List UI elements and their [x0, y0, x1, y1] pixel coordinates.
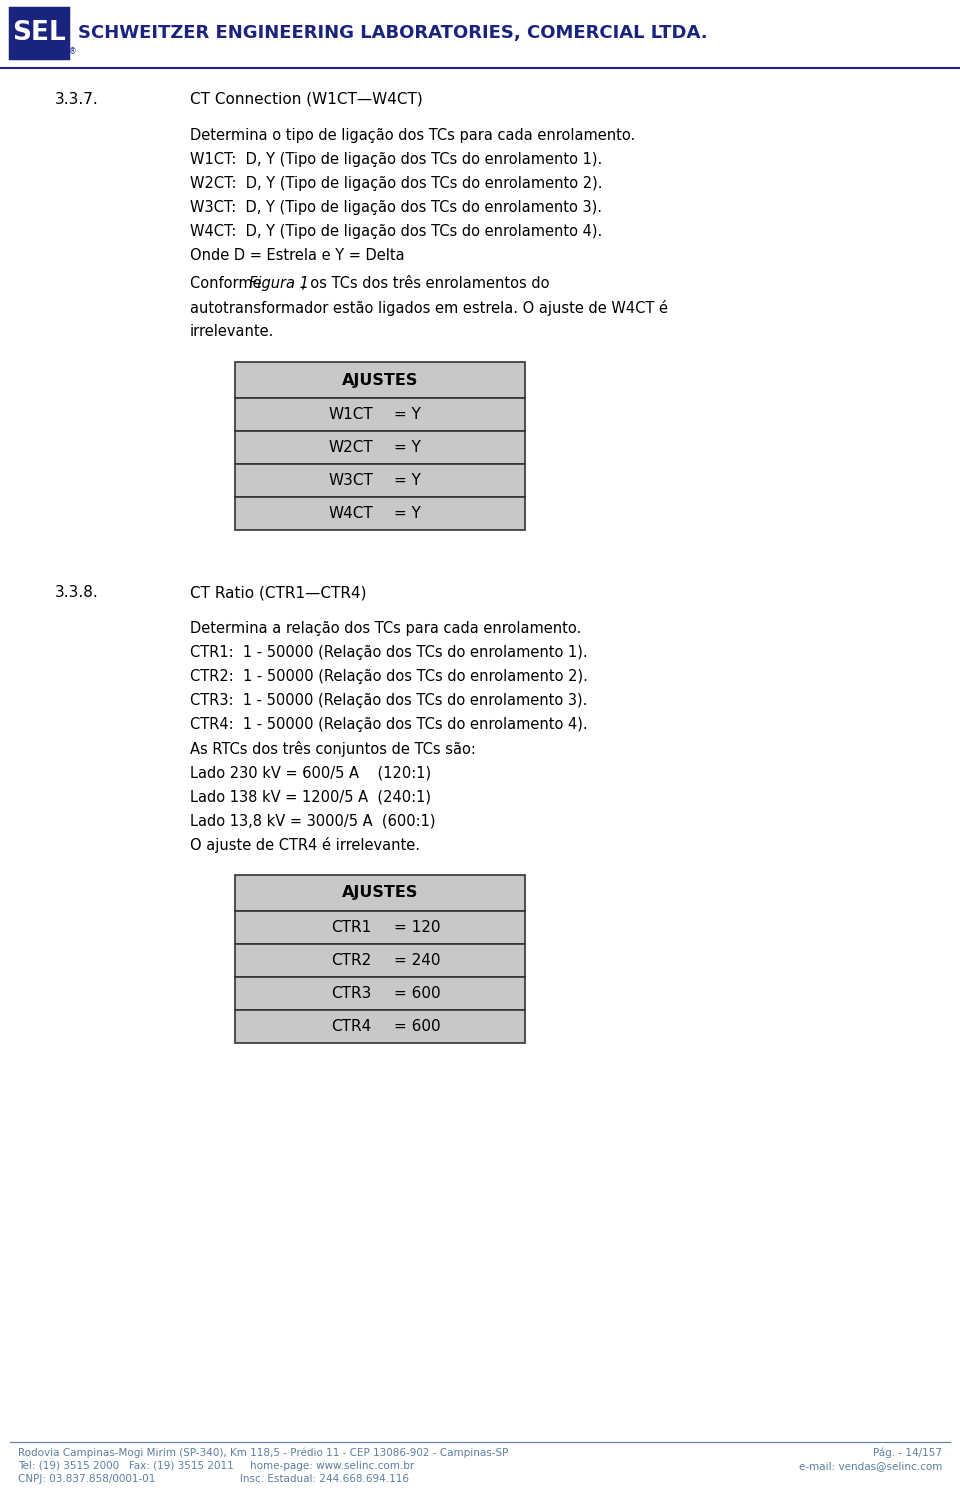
FancyBboxPatch shape — [235, 978, 525, 1011]
FancyBboxPatch shape — [235, 1011, 525, 1044]
Text: 3.3.7.: 3.3.7. — [55, 93, 99, 108]
Text: CTR3: CTR3 — [331, 987, 372, 1002]
Text: Rodovia Campinas-Mogi Mirim (SP-340), Km 118,5 - Prédio 11 - CEP 13086-902 - Cam: Rodovia Campinas-Mogi Mirim (SP-340), Km… — [18, 1449, 509, 1459]
Text: Figura 1: Figura 1 — [249, 277, 309, 292]
Text: Tel: (19) 3515 2000   Fax: (19) 3515 2011     home-page: www.selinc.com.br: Tel: (19) 3515 2000 Fax: (19) 3515 2011 … — [18, 1461, 415, 1471]
Text: AJUSTES: AJUSTES — [342, 372, 419, 387]
Text: , os TCs dos três enrolamentos do: , os TCs dos três enrolamentos do — [301, 277, 550, 292]
FancyBboxPatch shape — [235, 496, 525, 531]
Text: irrelevante.: irrelevante. — [190, 324, 275, 339]
Text: Determina a relação dos TCs para cada enrolamento.: Determina a relação dos TCs para cada en… — [190, 620, 581, 635]
Text: CTR4: CTR4 — [331, 1020, 372, 1035]
FancyBboxPatch shape — [235, 431, 525, 463]
Text: autotransformador estão ligados em estrela. O ajuste de W4CT é: autotransformador estão ligados em estre… — [190, 300, 668, 315]
Text: CTR1:  1 - 50000 (Relação dos TCs do enrolamento 1).: CTR1: 1 - 50000 (Relação dos TCs do enro… — [190, 644, 588, 659]
Text: Pág. - 14/157: Pág. - 14/157 — [873, 1449, 942, 1459]
Text: AJUSTES: AJUSTES — [342, 885, 419, 900]
Text: Conforme: Conforme — [190, 277, 266, 292]
Text: Lado 230 kV = 600/5 A    (120:1): Lado 230 kV = 600/5 A (120:1) — [190, 765, 431, 780]
Text: CTR3:  1 - 50000 (Relação dos TCs do enrolamento 3).: CTR3: 1 - 50000 (Relação dos TCs do enro… — [190, 694, 588, 709]
Text: CTR2: CTR2 — [331, 952, 372, 967]
FancyBboxPatch shape — [235, 943, 525, 978]
Text: CTR1: CTR1 — [331, 919, 372, 934]
Text: = 600: = 600 — [395, 1020, 442, 1035]
Text: W4CT:  D, Y (Tipo de ligação dos TCs do enrolamento 4).: W4CT: D, Y (Tipo de ligação dos TCs do e… — [190, 224, 602, 239]
Text: = Y: = Y — [395, 440, 421, 454]
Text: W2CT:  D, Y (Tipo de ligação dos TCs do enrolamento 2).: W2CT: D, Y (Tipo de ligação dos TCs do e… — [190, 176, 603, 191]
Text: Determina o tipo de ligação dos TCs para cada enrolamento.: Determina o tipo de ligação dos TCs para… — [190, 129, 636, 144]
FancyBboxPatch shape — [235, 362, 525, 398]
Text: = 240: = 240 — [395, 952, 441, 967]
Text: W2CT: W2CT — [328, 440, 373, 454]
FancyBboxPatch shape — [235, 875, 525, 910]
Text: CT Connection (W1CT—W4CT): CT Connection (W1CT—W4CT) — [190, 93, 422, 108]
Text: W4CT: W4CT — [328, 505, 373, 520]
Text: W1CT: W1CT — [328, 407, 373, 422]
Text: Onde D = Estrela e Y = Delta: Onde D = Estrela e Y = Delta — [190, 248, 404, 263]
Text: = 600: = 600 — [395, 987, 442, 1002]
Text: W1CT:  D, Y (Tipo de ligação dos TCs do enrolamento 1).: W1CT: D, Y (Tipo de ligação dos TCs do e… — [190, 152, 602, 167]
Text: SCHWEITZER ENGINEERING LABORATORIES, COMERCIAL LTDA.: SCHWEITZER ENGINEERING LABORATORIES, COM… — [78, 24, 708, 42]
Text: ®: ® — [69, 46, 77, 55]
Text: = Y: = Y — [395, 505, 421, 520]
Text: e-mail: vendas@selinc.com: e-mail: vendas@selinc.com — [799, 1461, 942, 1471]
Text: Lado 13,8 kV = 3000/5 A  (600:1): Lado 13,8 kV = 3000/5 A (600:1) — [190, 813, 436, 828]
Text: CT Ratio (CTR1—CTR4): CT Ratio (CTR1—CTR4) — [190, 585, 367, 599]
Text: SEL: SEL — [12, 19, 66, 46]
FancyBboxPatch shape — [235, 463, 525, 496]
Text: Lado 138 kV = 1200/5 A  (240:1): Lado 138 kV = 1200/5 A (240:1) — [190, 789, 431, 804]
Text: = Y: = Y — [395, 407, 421, 422]
FancyBboxPatch shape — [235, 910, 525, 943]
Text: CTR2:  1 - 50000 (Relação dos TCs do enrolamento 2).: CTR2: 1 - 50000 (Relação dos TCs do enro… — [190, 668, 588, 685]
Text: CNPJ: 03.837.858/0001-01                          Insc. Estadual: 244.668.694.11: CNPJ: 03.837.858/0001-01 Insc. Estadual:… — [18, 1474, 409, 1485]
Text: As RTCs dos três conjuntos de TCs são:: As RTCs dos três conjuntos de TCs são: — [190, 742, 476, 756]
FancyBboxPatch shape — [235, 398, 525, 431]
Text: = 120: = 120 — [395, 919, 441, 934]
Text: W3CT: W3CT — [328, 472, 373, 487]
Text: W3CT:  D, Y (Tipo de ligação dos TCs do enrolamento 3).: W3CT: D, Y (Tipo de ligação dos TCs do e… — [190, 200, 602, 215]
Text: O ajuste de CTR4 é irrelevante.: O ajuste de CTR4 é irrelevante. — [190, 837, 420, 854]
FancyBboxPatch shape — [10, 7, 68, 58]
Text: = Y: = Y — [395, 472, 421, 487]
Text: CTR4:  1 - 50000 (Relação dos TCs do enrolamento 4).: CTR4: 1 - 50000 (Relação dos TCs do enro… — [190, 718, 588, 733]
Text: 3.3.8.: 3.3.8. — [55, 585, 99, 599]
